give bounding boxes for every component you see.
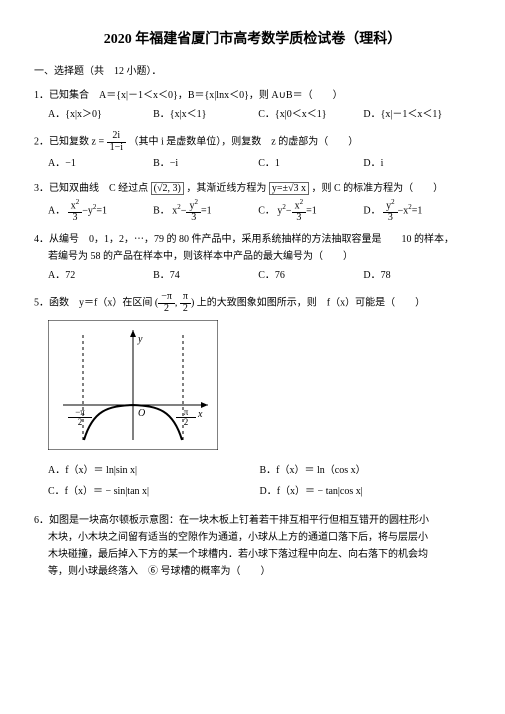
q3-opt-a: A． x23−y2=1 [48,199,148,223]
q3-a-pre: A． [48,205,65,216]
q3-stem: 3．已知双曲线 C 经过点 (√2, 3) ，其渐近线方程为 y=±√3 x ，… [34,180,471,197]
q3-stem-mid: ，其渐近线方程为 [186,183,269,194]
q2-fraction: 2i 1−i [107,131,126,153]
q2-stem: 2．已知复数 z = 2i 1−i （其中 i 是虚数单位），则复数 z 的虚部… [34,131,471,153]
q1-opt-d: D．{x|－1＜x＜1} [363,106,463,123]
q2-options: A．−1 B．−i C．1 D．i [34,155,471,172]
q5-int-r-den: 2 [180,304,191,315]
section-heading: 一、选择题（共 12 小题）． [34,62,471,77]
q4-opt-a: A．72 [48,267,148,284]
q2-stem-post: （其中 i 是虚数单位），则复数 z 的虚部为（ ） [129,136,359,147]
q3-d-pre: D． [363,205,380,216]
svg-text:O: O [138,408,145,419]
q5-int-left: −π2 [158,292,175,314]
q3-point: (√2, 3) [151,182,184,195]
q5-int-l-den: 2 [158,304,175,315]
q6-line2: 木块，小木块之间留有适当的空隙作为通道，小球从上方的通道口落下后，将与层层小 [34,529,471,546]
q5-options: A．f（x）＝ ln|sin x| B．f（x）＝ ln（cos x） C．f（… [34,462,471,504]
page-title: 2020 年福建省厦门市高考数学质检试卷（理科） [34,28,471,48]
q4-line2: 若编号为 58 的产品在样本中，则该样本中产品的最大编号为（ ） [34,248,471,265]
q4-opt-b: B．74 [153,267,253,284]
q3-opt-b: B． x2−y23=1 [153,199,253,223]
question-1: 1．已知集合 A＝{x|－1＜x＜0}，B＝{x|lnx＜0}，则 A∪B＝（ … [34,87,471,123]
q5-opt-c: C．f（x）＝ − sin|tan x| [48,483,260,500]
graph-svg: y x O −π2 π2 [48,320,218,450]
q2-opt-b: B．−i [153,155,253,172]
q3-options: A． x23−y2=1 B． x2−y23=1 C． y2−x23=1 D． y… [34,199,471,223]
q5-stem-pre: 5．函数 y＝f（x）在区间 [34,298,155,309]
q2-opt-c: C．1 [258,155,358,172]
q4-options: A．72 B．74 C．76 D．78 [34,267,471,284]
q5-opt-d: D．f（x）＝ − tan|cos x| [260,483,472,500]
q6-line3: 木块碰撞，最后掉入下方的某一个球槽内．若小球下落过程中向左、向右落下的机会均 [34,546,471,563]
q2-opt-a: A．−1 [48,155,148,172]
q3-b-pre: B． [153,205,170,216]
q2-stem-pre: 2．已知复数 [34,136,92,147]
question-3: 3．已知双曲线 C 经过点 (√2, 3) ，其渐近线方程为 y=±√3 x ，… [34,180,471,223]
q2-num: 2i [107,131,126,143]
q2-opt-d: D．i [363,155,463,172]
q1-options: A．{x|x＞0} B．{x|x＜1} C．{x|0＜x＜1} D．{x|－1＜… [34,106,471,123]
q1-opt-b: B．{x|x＜1} [153,106,253,123]
q3-stem-post: ，则 C 的标准方程为（ ） [311,183,443,194]
q3-opt-c: C． y2−x23=1 [258,199,358,223]
q5-int-right: π2 [180,292,191,314]
q5-stem-post: 上的大致图象如图所示，则 f（x）可能是（ ） [197,298,425,309]
q4-opt-d: D．78 [363,267,463,284]
q4-opt-c: C．76 [258,267,358,284]
q5-opt-b: B．f（x）＝ ln（cos x） [260,462,472,479]
q1-stem: 1．已知集合 A＝{x|－1＜x＜0}，B＝{x|lnx＜0}，则 A∪B＝（ … [34,87,471,104]
q3-opt-d: D． y23−x2=1 [363,199,463,223]
q3-c-pre: C． [258,205,275,216]
question-4: 4．从编号 0，1，2，⋯，79 的 80 件产品中，采用系统抽样的方法抽取容量… [34,231,471,284]
svg-text:x: x [197,409,203,420]
question-5: 5．函数 y＝f（x）在区间 (−π2, π2) 上的大致图象如图所示，则 f（… [34,292,471,504]
q5-graph: y x O −π2 π2 [48,320,471,456]
question-6: 6．如图是一块高尔顿板示意图：在一块木板上钉着若干排互相平行但相互错开的圆柱形小… [34,512,471,580]
q1-opt-a: A．{x|x＞0} [48,106,148,123]
q5-stem: 5．函数 y＝f（x）在区间 (−π2, π2) 上的大致图象如图所示，则 f（… [34,292,471,314]
q3-asym: y=±√3 x [269,182,309,195]
q6-line1: 6．如图是一块高尔顿板示意图：在一块木板上钉着若干排互相平行但相互错开的圆柱形小 [34,512,471,529]
q5-opt-a: A．f（x）＝ ln|sin x| [48,462,260,479]
q1-opt-c: C．{x|0＜x＜1} [258,106,358,123]
q6-line4: 等，则小球最终落入 ⑥ 号球槽的概率为（ ） [34,563,471,580]
q4-line1: 4．从编号 0，1，2，⋯，79 的 80 件产品中，采用系统抽样的方法抽取容量… [34,231,471,248]
svg-text:y: y [137,334,143,345]
question-2: 2．已知复数 z = 2i 1−i （其中 i 是虚数单位），则复数 z 的虚部… [34,131,471,172]
q2-den: 1−i [107,143,126,154]
q3-stem-pre: 3．已知双曲线 C 经过点 [34,183,151,194]
